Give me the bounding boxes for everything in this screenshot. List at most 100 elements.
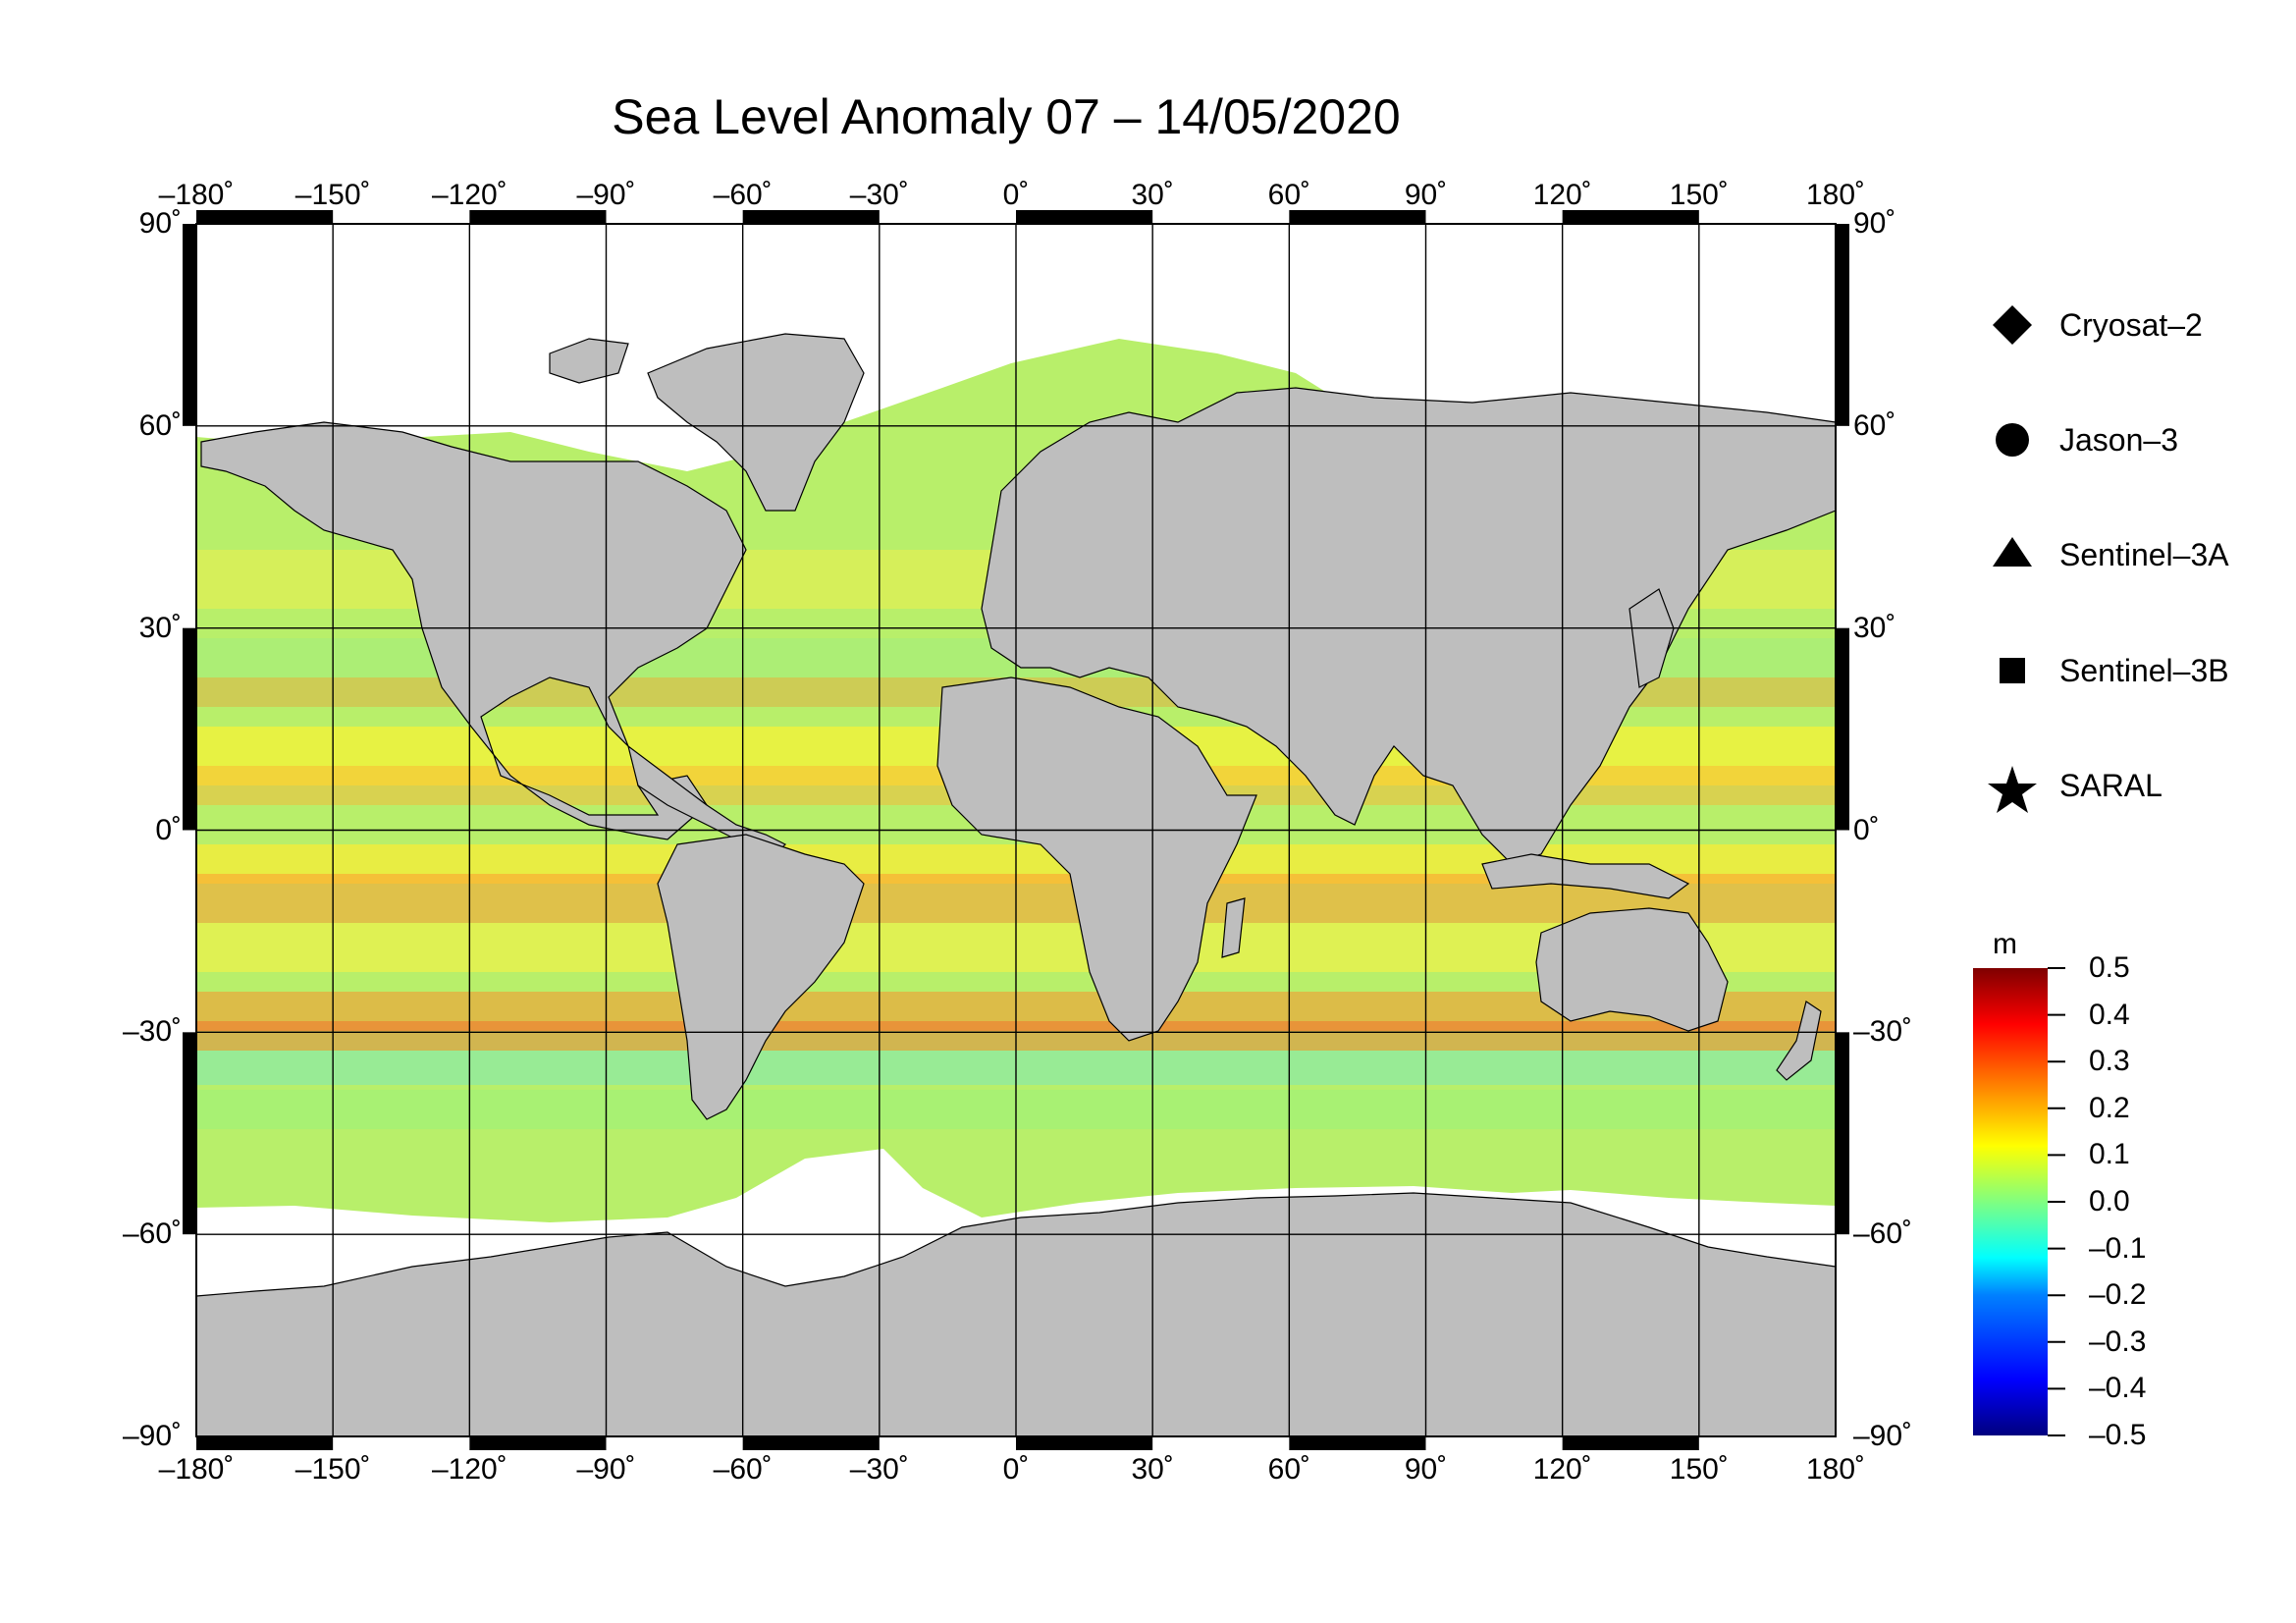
- lon-tick-label: –30˚: [849, 179, 909, 211]
- lon-tick-label: –90˚: [576, 1453, 636, 1486]
- africa-land: [936, 676, 1257, 1042]
- lat-tick-label: 60˚: [138, 408, 182, 442]
- triangle-icon: [1993, 537, 2032, 567]
- lon-tick-label: –60˚: [713, 1453, 773, 1486]
- lon-tick-label: 150˚: [1669, 1453, 1729, 1486]
- colorbar-unit: m: [1993, 928, 2017, 960]
- legend-label: Sentinel–3A: [2059, 536, 2229, 572]
- lon-tick-label: 150˚: [1669, 179, 1729, 211]
- lon-tick-label: 180˚: [1805, 1453, 1866, 1486]
- south-america-land: [657, 834, 865, 1120]
- frame-bar-segment: [196, 210, 334, 224]
- frame-bar-segment: [1836, 1032, 1849, 1235]
- frame-bar-segment: [1562, 210, 1699, 224]
- lat-tick-label: –30˚: [1853, 1015, 1913, 1049]
- colorbar-tick-label: 0.0: [2089, 1185, 2130, 1217]
- colorbar-tick-label: –0.3: [2089, 1325, 2147, 1358]
- colorbar-tick-label: 0.5: [2089, 951, 2130, 984]
- lat-tick-label: 30˚: [138, 611, 182, 644]
- lat-tick-label: –60˚: [122, 1217, 182, 1251]
- north-america-land: [200, 421, 747, 840]
- colorbar-tick-label: 0.3: [2089, 1045, 2130, 1078]
- colorbar-tick-label: –0.4: [2089, 1372, 2147, 1405]
- legend-label: Jason–3: [2059, 421, 2178, 458]
- frame-scale-bars: [183, 210, 1849, 1450]
- lat-tick-label: –90˚: [122, 1420, 182, 1452]
- frame-bar-segment: [183, 627, 196, 831]
- colorbar-tick-label: –0.5: [2089, 1419, 2147, 1451]
- legend-item-sentinel-3b: Sentinel–3B: [1993, 651, 2229, 690]
- lon-tick-label: –90˚: [576, 179, 636, 211]
- lon-tick-label: 30˚: [1131, 179, 1174, 211]
- colorbar-tick-label: –0.1: [2089, 1231, 2147, 1265]
- lon-tick-label: 120˚: [1532, 179, 1592, 211]
- lat-tick-label: 90˚: [1853, 207, 1896, 240]
- colorbar-tick-label: 0.1: [2089, 1138, 2130, 1171]
- lon-tick-label: 90˚: [1404, 1453, 1448, 1486]
- lat-tick-label: 0˚: [155, 813, 182, 846]
- frame-bar-segment: [1289, 210, 1426, 224]
- lat-tick-label: 60˚: [1853, 408, 1896, 442]
- lon-tick-label: –120˚: [431, 179, 507, 211]
- lat-tick-label: 0˚: [1853, 813, 1880, 846]
- legend-item-saral: SARAL: [1993, 766, 2163, 805]
- map-title: Sea Level Anomaly 07 – 14/05/2020: [612, 89, 1401, 144]
- frame-bar-segment: [1562, 1436, 1699, 1450]
- lon-tick-label: 0˚: [1002, 1453, 1030, 1486]
- lat-tick-label: –60˚: [1853, 1217, 1913, 1251]
- lat-tick-label: 90˚: [138, 207, 182, 240]
- lon-tick-label: 30˚: [1131, 1453, 1174, 1486]
- lon-tick-label: –120˚: [431, 1453, 507, 1486]
- star-icon: [1988, 766, 2037, 813]
- arctic-islands-land: [549, 338, 629, 384]
- indonesia-land: [1481, 853, 1690, 899]
- legend-item-jason: Jason–3: [1993, 420, 2178, 460]
- lon-tick-label: 120˚: [1532, 1453, 1592, 1486]
- lon-tick-label: –150˚: [294, 1453, 371, 1486]
- square-icon: [2000, 658, 2025, 683]
- lat-tick-label: –30˚: [122, 1015, 182, 1049]
- lon-tick-label: –180˚: [158, 1453, 235, 1486]
- colorbar-tick-marks: [2048, 967, 2065, 1436]
- frame-bar-segment: [1289, 1436, 1426, 1450]
- legend-item-sentinel-3a: Sentinel–3A: [1993, 535, 2229, 574]
- lon-tick-label: –180˚: [158, 179, 235, 211]
- frame-bar-segment: [1016, 210, 1153, 224]
- lon-tick-label: –150˚: [294, 179, 371, 211]
- lon-tick-label: 0˚: [1002, 179, 1030, 211]
- legend-symbols: [1988, 305, 2037, 813]
- frame-bar-segment: [1836, 224, 1849, 426]
- lon-tick-label: –60˚: [713, 179, 773, 211]
- frame-bar-segment: [469, 210, 607, 224]
- frame-bar-segment: [742, 1436, 880, 1450]
- circle-icon: [1996, 423, 2029, 457]
- legend-label: Sentinel–3B: [2059, 652, 2229, 688]
- lon-tick-label: 60˚: [1267, 179, 1311, 211]
- frame-bar-segment: [1836, 627, 1849, 831]
- frame-bar-segment: [469, 1436, 607, 1450]
- lon-tick-label: –30˚: [849, 1453, 909, 1486]
- legend-label: Cryosat–2: [2059, 306, 2203, 343]
- frame-bar-segment: [196, 1436, 334, 1450]
- lat-tick-label: 30˚: [1853, 611, 1896, 644]
- lon-tick-label: 180˚: [1805, 179, 1866, 211]
- frame-bar-segment: [183, 1032, 196, 1235]
- colorbar-tick-label: 0.2: [2089, 1091, 2130, 1124]
- frame-bar-segment: [1016, 1436, 1153, 1450]
- madagascar-land: [1221, 897, 1246, 958]
- frame-bar-segment: [183, 224, 196, 426]
- japan-land: [1629, 588, 1675, 688]
- new-zealand-land: [1776, 1001, 1822, 1081]
- legend-label: SARAL: [2059, 767, 2163, 803]
- lon-tick-label: 60˚: [1267, 1453, 1311, 1486]
- lat-lon-grid: [196, 224, 1836, 1436]
- legend-item-cryosat: Cryosat–2: [1993, 305, 2203, 345]
- colorbar-tick-label: 0.4: [2089, 998, 2130, 1031]
- colorbar-tick-label: –0.2: [2089, 1278, 2147, 1312]
- australia-land: [1535, 907, 1729, 1032]
- diamond-icon: [1993, 305, 2032, 345]
- lon-tick-label: 90˚: [1404, 179, 1448, 211]
- colorbar-gradient-fill: [1973, 968, 2048, 1435]
- frame-bar-segment: [742, 210, 880, 224]
